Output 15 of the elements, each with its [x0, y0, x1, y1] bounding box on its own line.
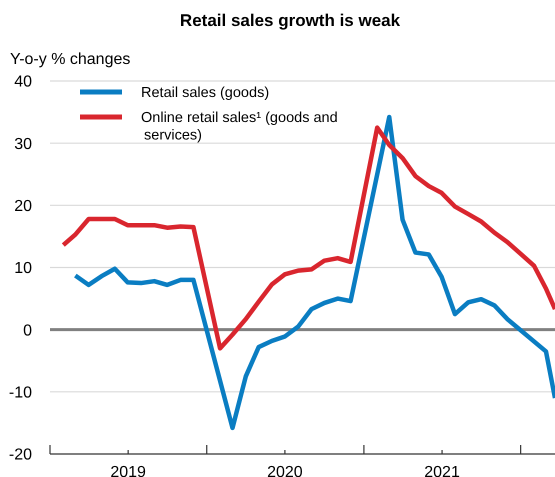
x-tick-label: 2019 — [110, 464, 146, 477]
y-tick-label: 30 — [14, 136, 32, 153]
y-tick-label: 10 — [14, 260, 32, 278]
legend-label: Online retail sales¹ (goods and services) — [141, 110, 338, 144]
y-tick-label: -20 — [8, 446, 32, 464]
line-series — [61, 125, 555, 351]
y-tick-label: 40 — [14, 74, 32, 91]
x-tick-label: 2020 — [267, 464, 303, 477]
chart-title: Retail sales growth is weak — [180, 11, 401, 30]
x-tick-label: 2021 — [424, 464, 460, 477]
y-tick-label: 20 — [14, 198, 32, 215]
y-tick-label: 0 — [23, 322, 32, 340]
legend-label: Retail sales (goods) — [141, 85, 270, 102]
y-tick-label: -10 — [8, 384, 32, 402]
y-axis-title: Y-o-y % changes — [10, 51, 130, 68]
